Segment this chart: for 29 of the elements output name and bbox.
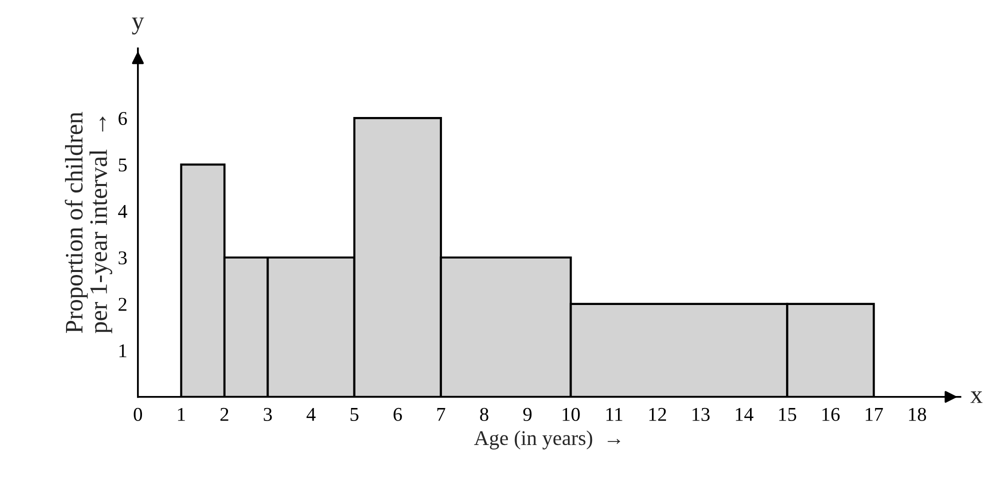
x-tick-label: 7: [437, 408, 446, 421]
x-tick-label: 10: [562, 408, 580, 421]
x-tick-label: 13: [692, 408, 710, 421]
x-tick-label: 14: [736, 408, 754, 421]
x-tick-label: 1: [178, 408, 185, 421]
x-tick-label: 3: [264, 408, 272, 421]
x-tick-label: 2: [220, 408, 228, 421]
x-tick-label: 4: [306, 408, 316, 421]
x-tick-label: 18: [909, 408, 926, 421]
x-tick-label: 9: [523, 408, 532, 421]
y-tick-label: 2: [118, 298, 126, 311]
x-tick-label: 5: [350, 408, 358, 421]
x-tick-label: 12: [649, 408, 666, 421]
x-axis-title: Age (in years) →: [474, 430, 620, 450]
x-tick-label: 6: [394, 408, 402, 421]
y-tick-label: 5: [118, 158, 127, 172]
x-tick-label: 15: [779, 408, 796, 421]
y-tick-label: 4: [118, 204, 128, 218]
text: x: [970, 391, 982, 403]
x-tick-label: 16: [822, 408, 840, 421]
y-tick-label: 6: [118, 112, 127, 126]
y-tick-label: 1: [119, 344, 126, 358]
x-tick-label: 8: [480, 408, 488, 421]
text: y: [132, 18, 144, 34]
x-tick-label: 17: [866, 408, 883, 421]
y-axis-title: Proportion of children per 1-year interval →: [64, 112, 112, 334]
y-tick-label: 3: [118, 251, 127, 264]
x-tick-label: 0: [134, 408, 142, 421]
x-tick-label: 11: [606, 408, 622, 421]
